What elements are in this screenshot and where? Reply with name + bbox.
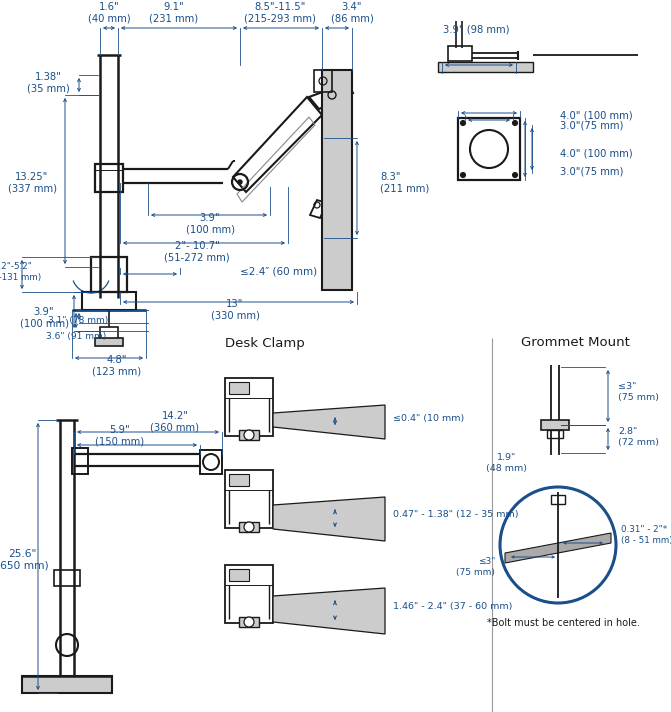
Bar bbox=[22, 676, 112, 693]
Text: 3.4"
(86 mm): 3.4" (86 mm) bbox=[331, 2, 373, 23]
Text: 4.0" (100 mm): 4.0" (100 mm) bbox=[560, 111, 633, 121]
Bar bbox=[314, 70, 332, 92]
Bar bbox=[95, 338, 123, 346]
Bar bbox=[239, 617, 259, 627]
Text: 14.2"
(360 mm): 14.2" (360 mm) bbox=[150, 412, 199, 433]
Bar bbox=[438, 62, 533, 72]
Bar bbox=[239, 430, 259, 440]
Circle shape bbox=[460, 120, 466, 125]
Text: 9.1"
(231 mm): 9.1" (231 mm) bbox=[150, 2, 199, 23]
Bar bbox=[229, 569, 249, 581]
Text: 0.31" - 2"*
(8 - 51 mm): 0.31" - 2"* (8 - 51 mm) bbox=[621, 525, 671, 545]
Text: 3.6" (91 mm): 3.6" (91 mm) bbox=[46, 333, 106, 342]
Text: 25.6"
(650 mm): 25.6" (650 mm) bbox=[0, 549, 48, 571]
Bar bbox=[82, 292, 136, 310]
Bar bbox=[229, 474, 249, 486]
Circle shape bbox=[244, 617, 254, 627]
Text: 1.46" - 2.4" (37 - 60 mm): 1.46" - 2.4" (37 - 60 mm) bbox=[393, 602, 513, 612]
Text: 13.25"
(337 mm): 13.25" (337 mm) bbox=[7, 172, 56, 194]
Polygon shape bbox=[273, 588, 385, 634]
Text: 3.9" (98 mm): 3.9" (98 mm) bbox=[443, 25, 509, 35]
Circle shape bbox=[460, 172, 466, 177]
Text: ≤0.4" (10 mm): ≤0.4" (10 mm) bbox=[393, 414, 464, 422]
Text: *Bolt must be centered in hole.: *Bolt must be centered in hole. bbox=[486, 618, 639, 628]
Text: 4.8"
(123 mm): 4.8" (123 mm) bbox=[93, 355, 142, 377]
Bar bbox=[225, 378, 273, 436]
Bar bbox=[95, 164, 123, 192]
Circle shape bbox=[513, 172, 517, 177]
Text: Desk Clamp: Desk Clamp bbox=[225, 337, 305, 350]
Bar bbox=[541, 420, 569, 430]
Bar bbox=[100, 327, 118, 340]
Text: 8.5"-11.5"
(215-293 mm): 8.5"-11.5" (215-293 mm) bbox=[244, 2, 316, 23]
Text: 3.2"-5.2"
(81-131 mm): 3.2"-5.2" (81-131 mm) bbox=[0, 262, 42, 282]
Text: Grommet Mount: Grommet Mount bbox=[521, 337, 629, 350]
Text: ≤3"
(75 mm): ≤3" (75 mm) bbox=[618, 382, 659, 402]
Text: 2"- 10.7"
(51-272 mm): 2"- 10.7" (51-272 mm) bbox=[164, 241, 229, 263]
Bar bbox=[72, 448, 88, 474]
Text: 2.8"
(72 mm): 2.8" (72 mm) bbox=[618, 427, 659, 446]
Circle shape bbox=[500, 487, 616, 603]
Circle shape bbox=[244, 522, 254, 532]
Bar bbox=[200, 450, 222, 474]
Text: 13"
(330 mm): 13" (330 mm) bbox=[211, 299, 260, 321]
Text: 1.6"
(40 mm): 1.6" (40 mm) bbox=[88, 2, 130, 23]
Text: 4.0" (100 mm): 4.0" (100 mm) bbox=[560, 149, 633, 159]
Circle shape bbox=[513, 120, 517, 125]
Text: 3.0"(75 mm): 3.0"(75 mm) bbox=[560, 121, 623, 131]
Bar bbox=[547, 430, 563, 438]
Text: 8.3"
(211 mm): 8.3" (211 mm) bbox=[380, 172, 429, 194]
Polygon shape bbox=[505, 533, 611, 563]
Polygon shape bbox=[273, 497, 385, 541]
Bar bbox=[551, 495, 565, 504]
Text: ≤2.4″ (60 mm): ≤2.4″ (60 mm) bbox=[240, 266, 317, 276]
Polygon shape bbox=[273, 405, 385, 439]
Bar bbox=[458, 118, 520, 180]
Circle shape bbox=[238, 180, 242, 184]
Text: 3.9"
(100 mm): 3.9" (100 mm) bbox=[19, 307, 68, 329]
Bar bbox=[225, 470, 273, 528]
Bar bbox=[225, 565, 273, 623]
Text: ≤3"
(75 mm): ≤3" (75 mm) bbox=[456, 557, 495, 577]
Text: 1.38"
(35 mm): 1.38" (35 mm) bbox=[27, 72, 69, 94]
Bar bbox=[229, 382, 249, 394]
Text: 1.9"
(48 mm): 1.9" (48 mm) bbox=[486, 454, 527, 473]
Text: 5.9"
(150 mm): 5.9" (150 mm) bbox=[95, 425, 144, 447]
Text: 3.0"(75 mm): 3.0"(75 mm) bbox=[560, 167, 623, 177]
Bar bbox=[322, 70, 352, 290]
Bar bbox=[239, 522, 259, 532]
Text: 3.1" (78 mm): 3.1" (78 mm) bbox=[48, 317, 108, 325]
Text: 3.9"
(100 mm): 3.9" (100 mm) bbox=[185, 213, 234, 235]
Bar bbox=[448, 46, 472, 61]
Text: 0.47" - 1.38" (12 - 35 mm): 0.47" - 1.38" (12 - 35 mm) bbox=[393, 511, 519, 520]
Circle shape bbox=[244, 430, 254, 440]
Bar bbox=[54, 570, 80, 586]
